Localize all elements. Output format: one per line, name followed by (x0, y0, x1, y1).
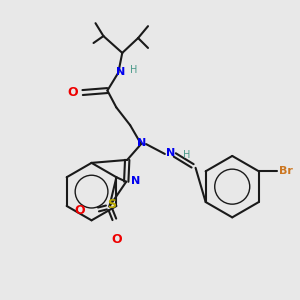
Text: H: H (183, 150, 190, 160)
Text: O: O (111, 233, 122, 246)
Text: O: O (74, 204, 85, 217)
Text: S: S (107, 198, 116, 211)
Text: O: O (67, 86, 78, 99)
Text: Br: Br (279, 166, 292, 176)
Text: N: N (131, 176, 140, 186)
Text: N: N (137, 138, 147, 148)
Text: N: N (116, 67, 125, 77)
Text: H: H (130, 65, 138, 75)
Text: N: N (166, 148, 176, 158)
